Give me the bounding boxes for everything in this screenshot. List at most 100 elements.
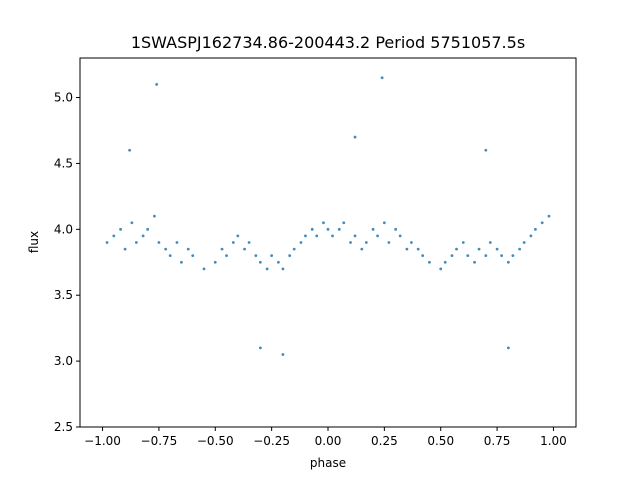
- data-point: [247, 241, 251, 244]
- data-point: [112, 234, 116, 238]
- data-point: [466, 254, 470, 258]
- data-point: [202, 267, 206, 271]
- data-point: [349, 241, 352, 244]
- data-point: [398, 234, 402, 238]
- data-point: [421, 254, 425, 258]
- data-point: [428, 260, 431, 264]
- x-tick-label: −0.50: [197, 434, 234, 448]
- y-tick-label: 2.5: [54, 420, 73, 434]
- data-point: [153, 214, 156, 218]
- data-point: [141, 234, 145, 238]
- data-point: [484, 148, 488, 152]
- x-tick-label: −1.00: [84, 434, 121, 448]
- data-point: [191, 254, 195, 258]
- data-point: [461, 241, 465, 244]
- data-point: [353, 234, 357, 238]
- data-point: [450, 254, 454, 258]
- data-point: [540, 221, 544, 225]
- data-point: [277, 260, 280, 264]
- scatter-points: [105, 76, 551, 356]
- x-tick-label: 0.50: [427, 434, 454, 448]
- data-point: [243, 247, 246, 251]
- data-point: [281, 267, 285, 271]
- data-point: [105, 241, 109, 244]
- data-point: [506, 346, 510, 350]
- data-point: [225, 254, 228, 258]
- data-point: [500, 254, 503, 258]
- y-tick-label: 3.5: [54, 288, 73, 302]
- data-point: [258, 346, 262, 350]
- data-point: [186, 247, 190, 251]
- data-point: [380, 76, 384, 80]
- data-point: [495, 247, 499, 251]
- data-point: [511, 254, 515, 258]
- data-point: [134, 241, 138, 244]
- data-point: [119, 227, 122, 231]
- data-point: [254, 254, 258, 258]
- data-point: [477, 247, 481, 251]
- data-point: [299, 241, 303, 244]
- y-tick-label: 4.0: [54, 222, 73, 236]
- data-point: [353, 135, 357, 139]
- x-tick-label: 1.00: [540, 434, 567, 448]
- data-point: [265, 267, 269, 271]
- data-point: [157, 241, 161, 244]
- chart-title: 1SWASPJ162734.86-200443.2 Period 5751057…: [131, 33, 525, 52]
- data-point: [331, 234, 334, 238]
- data-point: [155, 82, 159, 86]
- data-point: [488, 241, 492, 244]
- data-point: [258, 260, 262, 264]
- data-point: [180, 260, 183, 264]
- data-point: [315, 234, 319, 238]
- y-axis-label: flux: [27, 231, 41, 253]
- data-point: [213, 260, 217, 264]
- data-point: [310, 227, 314, 231]
- data-point: [164, 247, 168, 251]
- data-point: [337, 227, 341, 231]
- x-tick-label: 0.75: [484, 434, 511, 448]
- x-tick-label: 0.00: [315, 434, 342, 448]
- x-tick-label: −0.75: [141, 434, 178, 448]
- data-point: [220, 247, 224, 251]
- data-point: [534, 227, 537, 231]
- data-point: [416, 247, 420, 251]
- x-tick-label: 0.25: [371, 434, 398, 448]
- data-point: [231, 241, 235, 244]
- data-point: [394, 227, 398, 231]
- data-point: [405, 247, 409, 251]
- y-axis: 2.5 3.0 3.5 4.0 4.5 5.0: [54, 91, 80, 434]
- data-point: [281, 353, 285, 356]
- data-point: [292, 247, 296, 251]
- y-tick-label: 3.0: [54, 354, 73, 368]
- data-point: [146, 227, 150, 231]
- data-point: [455, 247, 458, 251]
- data-point: [236, 234, 240, 238]
- data-point: [371, 227, 375, 231]
- data-point: [326, 227, 330, 231]
- data-point: [376, 234, 379, 238]
- data-point: [443, 260, 447, 264]
- data-point: [382, 221, 386, 225]
- data-point: [304, 234, 307, 238]
- data-point: [288, 254, 292, 258]
- data-point: [168, 254, 172, 258]
- data-point: [506, 260, 510, 264]
- data-point: [522, 241, 526, 244]
- data-point: [270, 254, 274, 258]
- y-tick-label: 4.5: [54, 156, 73, 170]
- y-tick-label: 5.0: [54, 91, 73, 105]
- data-point: [547, 214, 551, 218]
- x-tick-label: −0.25: [253, 434, 290, 448]
- data-point: [364, 241, 368, 244]
- x-axis-label: phase: [310, 456, 346, 470]
- data-point: [529, 234, 533, 238]
- data-point: [322, 221, 325, 225]
- data-point: [518, 247, 522, 251]
- data-point: [410, 241, 413, 244]
- data-point: [439, 267, 443, 271]
- x-axis: −1.00 −0.75 −0.50 −0.25 0.00 0.25 0.50 0.75 1.00: [84, 427, 567, 448]
- data-point: [342, 221, 346, 225]
- data-point: [130, 221, 134, 225]
